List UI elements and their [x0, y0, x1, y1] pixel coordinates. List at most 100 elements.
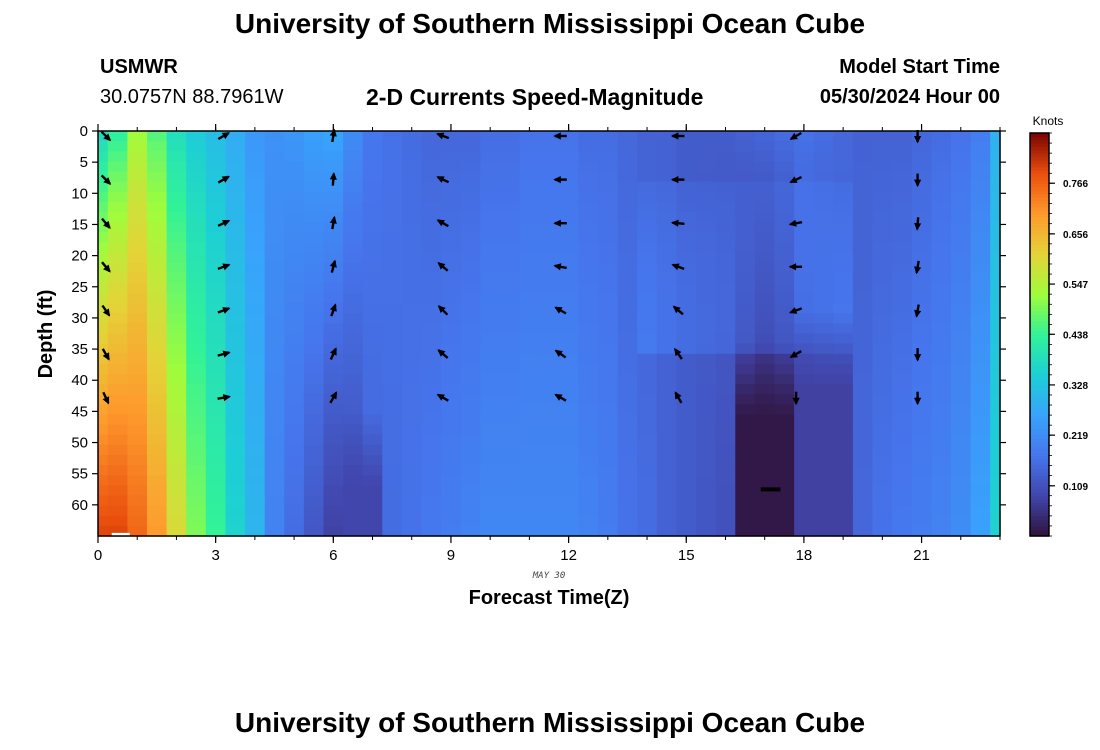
- heatmap-cell: [990, 333, 1001, 345]
- heatmap-cell: [970, 171, 991, 183]
- heatmap-cell: [539, 455, 560, 466]
- heatmap-cell: [539, 475, 560, 486]
- heatmap-cell: [872, 424, 893, 436]
- heatmap-cell: [147, 252, 168, 264]
- heatmap-cell: [754, 434, 776, 446]
- heatmap-cell: [892, 242, 913, 254]
- heatmap-cell: [931, 353, 952, 365]
- heatmap-cell: [951, 191, 972, 203]
- colorbar-segment: [1030, 405, 1049, 409]
- heatmap-cell: [696, 212, 717, 223]
- heatmap-cell: [460, 495, 481, 507]
- y-tick-label: 35: [71, 341, 88, 358]
- heatmap-cell: [323, 252, 344, 264]
- colorbar-segment: [1030, 297, 1049, 302]
- heatmap-cell: [186, 131, 207, 142]
- heatmap-cell: [382, 222, 403, 233]
- heatmap-cell: [147, 505, 168, 517]
- heatmap-cell: [617, 475, 638, 486]
- heatmap-cell: [147, 222, 168, 233]
- heatmap-cell: [911, 131, 932, 142]
- heatmap-cell: [696, 414, 717, 426]
- heatmap-cell: [362, 475, 383, 486]
- heatmap-cell: [421, 384, 442, 395]
- heatmap-cell: [735, 495, 756, 507]
- heatmap-cell: [951, 201, 972, 213]
- heatmap-cell: [460, 131, 481, 142]
- heatmap-cell: [656, 242, 677, 254]
- heatmap-cell: [421, 282, 442, 294]
- heatmap-cell: [598, 201, 619, 213]
- heatmap-cell: [245, 353, 266, 365]
- heatmap-cell: [833, 374, 854, 385]
- heatmap-cell: [186, 333, 207, 345]
- heatmap-cell: [656, 343, 677, 355]
- heatmap-cell: [264, 424, 285, 436]
- heatmap-cell: [774, 272, 795, 284]
- colorbar-segment: [1030, 455, 1049, 460]
- colorbar-segment: [1030, 169, 1049, 174]
- heatmap-cell: [166, 151, 187, 162]
- heatmap-cell: [225, 161, 246, 173]
- heatmap-cell: [245, 303, 266, 314]
- heatmap-cell: [147, 303, 168, 314]
- heatmap-cell: [460, 424, 481, 436]
- heatmap-cell: [715, 495, 736, 507]
- heatmap-cell: [754, 252, 776, 264]
- heatmap-cell: [715, 252, 736, 264]
- heatmap-cell: [421, 191, 442, 203]
- heatmap-cell: [186, 465, 207, 476]
- heatmap-cell: [382, 363, 403, 375]
- heatmap-cell: [794, 414, 815, 426]
- heatmap-cell: [872, 515, 893, 527]
- heatmap-cell: [460, 242, 481, 254]
- heatmap-cell: [872, 404, 893, 416]
- heatmap-cell: [813, 303, 834, 314]
- heatmap-cell: [303, 505, 325, 517]
- heatmap-cell: [852, 181, 874, 193]
- heatmap-cell: [696, 495, 717, 507]
- heatmap-cell: [382, 515, 403, 527]
- heatmap-cell: [970, 272, 991, 284]
- heatmap-cell: [656, 293, 677, 304]
- heatmap-cell: [382, 293, 403, 304]
- heatmap-cell: [813, 191, 834, 203]
- heatmap-cell: [637, 262, 658, 274]
- heatmap-cell: [539, 201, 560, 213]
- heatmap-cell: [166, 201, 187, 213]
- heatmap-cell: [558, 384, 579, 395]
- heatmap-cell: [852, 434, 874, 446]
- heatmap-cell: [323, 313, 344, 324]
- heatmap-cell: [852, 141, 874, 152]
- heatmap-cell: [872, 434, 893, 446]
- heatmap-cell: [127, 475, 148, 486]
- heatmap-cell: [225, 444, 246, 456]
- heatmap-cell: [970, 303, 991, 314]
- heatmap-cell: [186, 212, 207, 223]
- heatmap-cell: [813, 374, 834, 385]
- heatmap-cell: [303, 141, 325, 152]
- heatmap-cell: [637, 343, 658, 355]
- heatmap-cell: [617, 151, 638, 162]
- heatmap-cell: [245, 505, 266, 517]
- heatmap-cell: [264, 525, 285, 537]
- colorbar-segment: [1030, 310, 1049, 315]
- colorbar-segment: [1030, 223, 1049, 228]
- heatmap-cell: [558, 222, 579, 233]
- heatmap-cell: [421, 495, 442, 507]
- heatmap-cell: [186, 242, 207, 254]
- heatmap-cell: [735, 525, 756, 537]
- heatmap-cell: [990, 455, 1001, 466]
- heatmap-cell: [656, 505, 677, 517]
- colorbar-segment: [1030, 139, 1049, 144]
- current-vector: [102, 391, 110, 405]
- heatmap-cell: [303, 181, 325, 193]
- heatmap-cell: [715, 171, 736, 183]
- heatmap-cell: [186, 262, 207, 274]
- heatmap-cell: [480, 333, 501, 345]
- heatmap-cell: [362, 323, 383, 335]
- heatmap-cell: [637, 515, 658, 527]
- colorbar-segment: [1030, 398, 1049, 403]
- heatmap-cell: [480, 262, 501, 274]
